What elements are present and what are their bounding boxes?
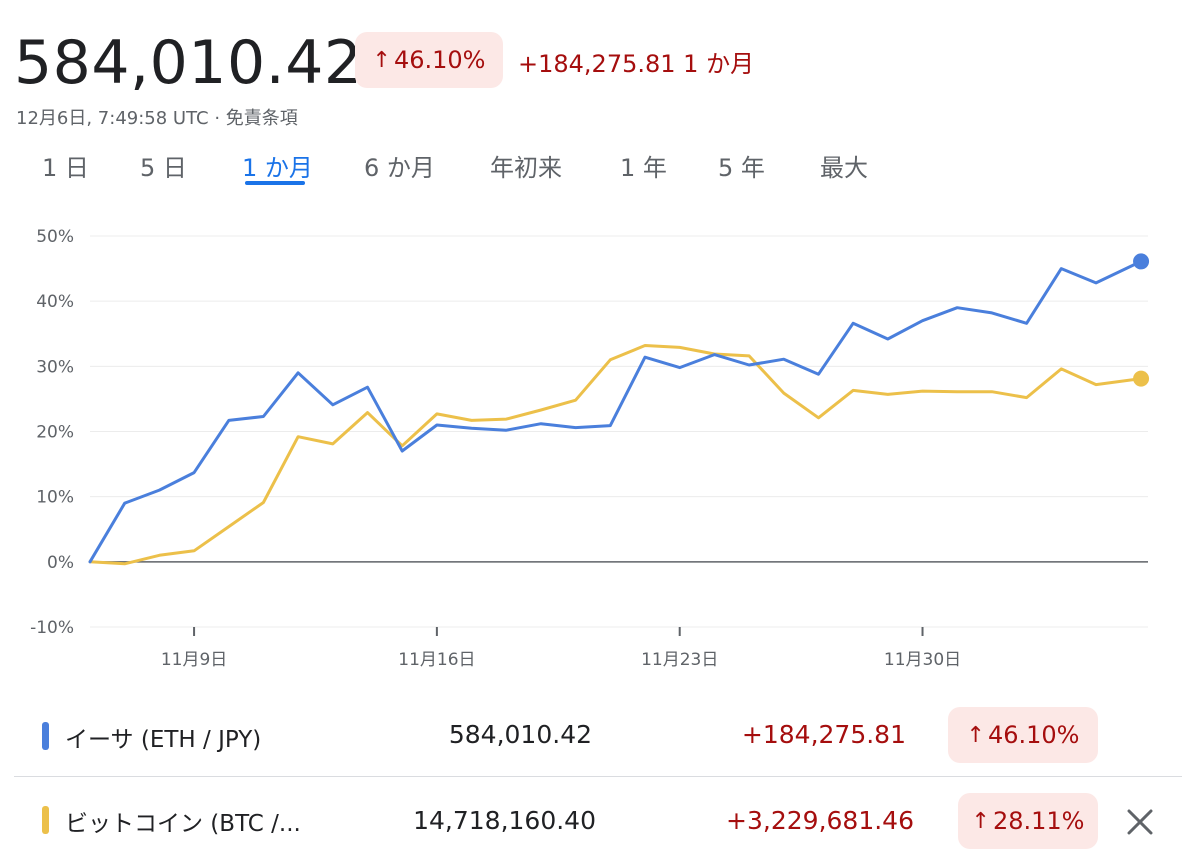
y-tick-label: 50%: [36, 227, 74, 247]
current-price: 584,010.42: [14, 28, 363, 98]
x-tick-label: 11月9日: [161, 650, 227, 670]
tab-1m[interactable]: 1 か月: [242, 154, 313, 182]
absolute-change: +184,275.81 1 か月: [518, 44, 754, 79]
arrow-up-icon: ↑: [966, 722, 985, 748]
row-percent-badge-btc: ↑ 28.11%: [958, 793, 1098, 849]
x-tick-label: 11月23日: [641, 650, 718, 670]
btc-series-line: [88, 344, 1143, 566]
row-percent-btc: 28.11%: [992, 807, 1085, 835]
row-percent-badge-eth: ↑ 46.10%: [948, 707, 1098, 763]
tab-ytd[interactable]: 年初来: [490, 154, 562, 182]
y-tick-label: 40%: [36, 292, 74, 312]
y-tick-label: 20%: [36, 423, 74, 443]
range-tabs: 1 日 5 日 1 か月 6 か月 年初来 1 年 5 年 最大: [0, 148, 1200, 192]
btc-color-swatch: [42, 806, 49, 834]
performance-chart[interactable]: 50% 40% 30% 20% 10% 0% -10% 11月9日 11月16日 11月23日 11…: [0, 215, 1200, 685]
timestamp-disclaimer[interactable]: 12月6日, 7:49:58 UTC · 免責条項: [16, 108, 298, 129]
change-period: 1 か月: [683, 50, 755, 78]
eth-color-swatch: [42, 722, 49, 750]
row-price-eth: 584,010.42: [448, 720, 592, 749]
row-divider: [14, 776, 1182, 777]
row-name-btc[interactable]: ビットコイン (BTC /...: [65, 811, 301, 837]
arrow-up-icon: ↑: [971, 808, 990, 834]
tab-5y[interactable]: 5 年: [718, 154, 765, 182]
row-price-btc: 14,718,160.40: [413, 806, 596, 835]
eth-last-point: [1133, 253, 1150, 270]
percent-change-badge: ↑ 46.10%: [355, 32, 503, 88]
tab-max[interactable]: 最大: [820, 154, 868, 182]
eth-series-line: [88, 259, 1143, 564]
btc-last-point: [1133, 370, 1150, 387]
arrow-up-icon: ↑: [372, 47, 391, 73]
row-name-eth[interactable]: イーサ (ETH / JPY): [65, 727, 262, 753]
absolute-change-value: +184,275.81: [518, 50, 676, 78]
row-change-eth: +184,275.81: [741, 720, 906, 749]
active-tab-indicator: [245, 181, 305, 185]
y-tick-label: 10%: [36, 488, 74, 508]
x-tick-label: 11月16日: [398, 650, 475, 670]
y-tick-label: -10%: [30, 618, 74, 638]
y-tick-label: 0%: [47, 553, 74, 573]
y-tick-label: 30%: [36, 357, 74, 377]
close-icon[interactable]: [1122, 804, 1158, 840]
tab-1d[interactable]: 1 日: [42, 154, 89, 182]
row-percent-eth: 46.10%: [987, 721, 1080, 749]
tab-5d[interactable]: 5 日: [140, 154, 187, 182]
tab-6m[interactable]: 6 か月: [364, 154, 435, 182]
row-change-btc: +3,229,681.46: [726, 806, 914, 835]
tab-1y[interactable]: 1 年: [620, 154, 667, 182]
x-tick-label: 11月30日: [884, 650, 961, 670]
percent-change-value: 46.10%: [393, 46, 486, 74]
